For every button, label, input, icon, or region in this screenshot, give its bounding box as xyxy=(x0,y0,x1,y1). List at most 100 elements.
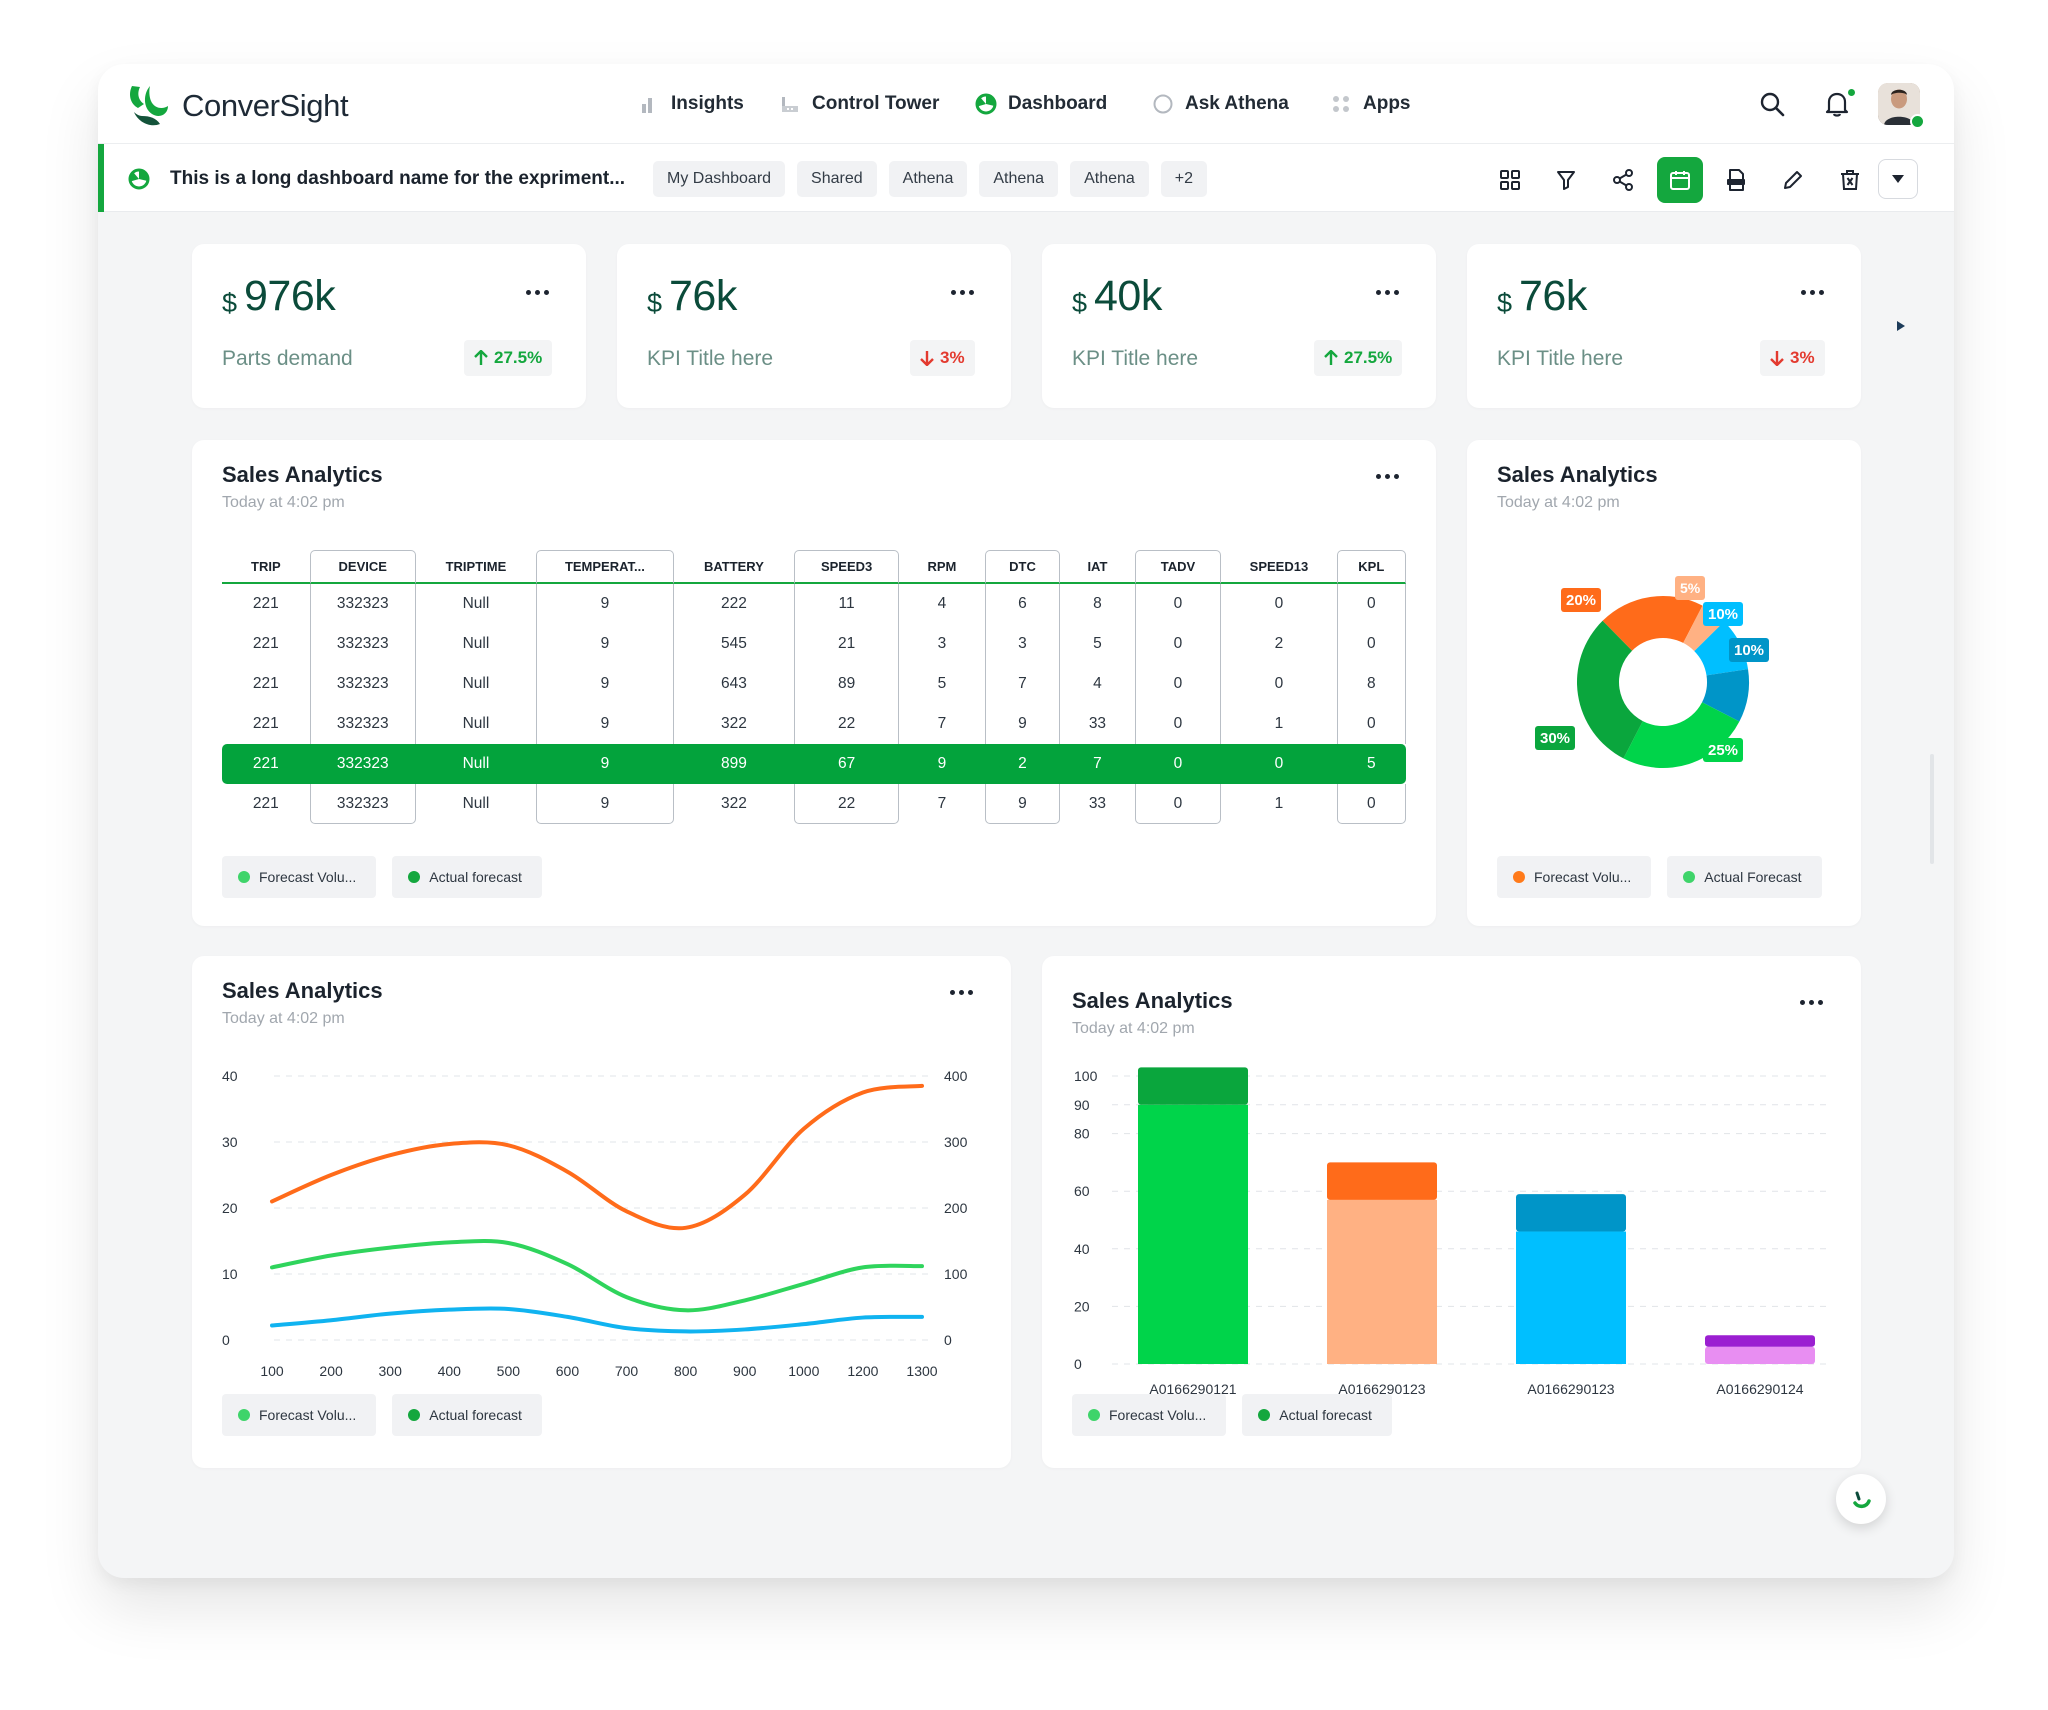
column-header[interactable]: DEVICE xyxy=(309,550,416,584)
edit-icon xyxy=(1784,171,1802,189)
column-header[interactable]: TEMPERAT... xyxy=(536,550,674,584)
x-tick-label: 1200 xyxy=(847,1363,878,1379)
legend-item[interactable]: Forecast Volu... xyxy=(1497,856,1652,898)
arrow-down-icon xyxy=(1770,351,1784,366)
table-row[interactable]: 221 332323 Null 9 322 22 7 9 33 0 1 0 xyxy=(222,704,1406,744)
table-cell: 9 xyxy=(984,704,1061,744)
column-header[interactable]: BATTERY xyxy=(673,550,795,584)
legend-item[interactable]: Forecast Volu... xyxy=(1072,1394,1227,1436)
table-cell: 221 xyxy=(252,635,279,652)
more-tags-chip[interactable]: +2 xyxy=(1160,161,1208,197)
table-cell: Null xyxy=(415,744,537,784)
tag-chip[interactable]: Athena xyxy=(888,161,968,197)
table-row[interactable]: 221 332323 Null 9 222 11 4 6 8 0 0 0 xyxy=(222,584,1406,624)
tag-chip[interactable]: Shared xyxy=(797,161,877,197)
nav-ask-athena[interactable]: Ask Athena xyxy=(1152,64,1289,144)
column-header[interactable]: KPL xyxy=(1336,550,1406,584)
layout-button[interactable] xyxy=(1492,162,1528,198)
more-menu-icon[interactable] xyxy=(1800,1000,1823,1005)
card-title: Sales Analytics xyxy=(222,978,383,1003)
legend-item[interactable]: Actual forecast xyxy=(1242,1394,1392,1436)
pie-slice xyxy=(1577,620,1643,759)
more-menu-icon[interactable] xyxy=(950,990,973,995)
series-line xyxy=(270,1238,924,1313)
more-menu-icon[interactable] xyxy=(1376,474,1399,479)
tag-chip[interactable]: My Dashboard xyxy=(653,161,786,197)
arrow-up-icon xyxy=(474,350,488,365)
filter-button[interactable] xyxy=(1548,162,1584,198)
legend-item[interactable]: Forecast Volu... xyxy=(222,1394,377,1436)
column-header[interactable]: IAT xyxy=(1060,550,1135,584)
legend-item[interactable]: Actual forecast xyxy=(392,856,542,898)
assistant-fab-button[interactable] xyxy=(1836,1474,1886,1524)
kpi-card[interactable]: $ 76k KPI Title here 3% xyxy=(1467,244,1861,408)
table-row[interactable]: 221 332323 Null 9 545 21 3 3 5 0 2 0 xyxy=(222,624,1406,664)
nav-dashboard[interactable]: Dashboard xyxy=(975,64,1107,144)
card-title: Sales Analytics xyxy=(222,462,383,487)
x-tick-label: 400 xyxy=(438,1363,462,1379)
kpi-card[interactable]: $ 976k Parts demand 27.5% xyxy=(192,244,586,408)
legend-item[interactable]: Actual forecast xyxy=(392,1394,542,1436)
legend-dot xyxy=(408,871,421,883)
table-cell: 33 xyxy=(1088,715,1107,732)
legend-dot xyxy=(1258,1409,1271,1421)
y2-tick-label: 400 xyxy=(944,1068,968,1084)
more-options-dropdown[interactable] xyxy=(1878,159,1918,199)
table-cell: 322 xyxy=(720,715,747,732)
more-menu-icon[interactable] xyxy=(1801,290,1824,295)
column-header[interactable]: TRIPTIME xyxy=(415,550,537,584)
avatar[interactable] xyxy=(1878,83,1920,125)
bar-chart: 0 20 40 60 80 90 100 A0166290121 A0166290123 A016… xyxy=(1074,1067,1832,1396)
legend-dot xyxy=(238,871,250,883)
table-cell: 221 xyxy=(222,744,310,784)
scroll-right-arrow-icon[interactable] xyxy=(1896,320,1906,332)
print-icon xyxy=(1727,169,1745,191)
table-header-row: TRIP DEVICE TRIPTIME TEMPERAT... BATTERY… xyxy=(222,550,1406,584)
nav-control-tower[interactable]: Control Tower xyxy=(779,64,939,144)
column-header[interactable]: TADV xyxy=(1134,550,1222,584)
more-menu-icon[interactable] xyxy=(1376,290,1399,295)
search-icon[interactable] xyxy=(1758,90,1786,118)
print-button[interactable] xyxy=(1718,162,1754,198)
calendar-button[interactable] xyxy=(1657,157,1703,203)
nav-label: Dashboard xyxy=(1008,93,1108,114)
calendar-icon xyxy=(1670,171,1690,190)
x-tick-label: A0166290121 xyxy=(1149,1381,1236,1396)
kpi-card[interactable]: $ 76k KPI Title here 3% xyxy=(617,244,1011,408)
kpi-card[interactable]: $ 40k KPI Title here 27.5% xyxy=(1042,244,1436,408)
nav-label: Apps xyxy=(1363,93,1411,114)
table-cell: 221 xyxy=(252,595,279,612)
table-cell: 0 xyxy=(1134,664,1222,704)
edit-button[interactable] xyxy=(1775,162,1811,198)
column-header[interactable]: RPM xyxy=(899,550,985,584)
tag-chip[interactable]: Athena xyxy=(979,161,1059,197)
dashboard-name[interactable]: This is a long dashboard name for the ex… xyxy=(170,168,626,189)
bar-segment xyxy=(1705,1335,1815,1347)
column-header[interactable]: TRIP xyxy=(222,550,310,584)
more-menu-icon[interactable] xyxy=(526,290,549,295)
share-button[interactable] xyxy=(1605,162,1641,198)
table-row[interactable]: 221 332323 Null 9 322 22 7 9 33 0 1 0 xyxy=(222,784,1406,824)
legend-label: Forecast Volu... xyxy=(1109,1407,1207,1423)
delete-button[interactable] xyxy=(1832,162,1868,198)
kpi-currency: $ xyxy=(1497,288,1513,318)
more-menu-icon[interactable] xyxy=(951,290,974,295)
nav-insights[interactable]: Insights xyxy=(638,64,744,144)
column-header[interactable]: DTC xyxy=(984,550,1061,584)
x-tick-label: 600 xyxy=(556,1363,580,1379)
table-row-selected[interactable]: 221 332323 Null 9 899 67 9 2 7 0 0 5 xyxy=(222,744,1406,784)
bell-icon[interactable] xyxy=(1823,90,1851,118)
tag-chip[interactable]: Athena xyxy=(1070,161,1149,197)
dashboard-icon xyxy=(128,168,150,190)
app-window: ConverSight Insights Control Tower Dashb… xyxy=(98,64,1954,1578)
kpi-value: 76k xyxy=(1519,272,1587,320)
scrollbar-thumb[interactable] xyxy=(1930,754,1934,864)
column-header[interactable]: SPEED13 xyxy=(1221,550,1337,584)
table-row[interactable]: 221 332323 Null 9 643 89 5 7 4 0 0 8 xyxy=(222,664,1406,704)
kpi-title: KPI Title here xyxy=(1497,347,1624,370)
legend-item[interactable]: Forecast Volu... xyxy=(222,856,377,898)
column-header[interactable]: SPEED3 xyxy=(794,550,900,584)
legend-item[interactable]: Actual Forecast xyxy=(1667,856,1822,898)
table-cell: 0 xyxy=(1134,624,1222,664)
nav-apps[interactable]: Apps xyxy=(1330,64,1411,144)
